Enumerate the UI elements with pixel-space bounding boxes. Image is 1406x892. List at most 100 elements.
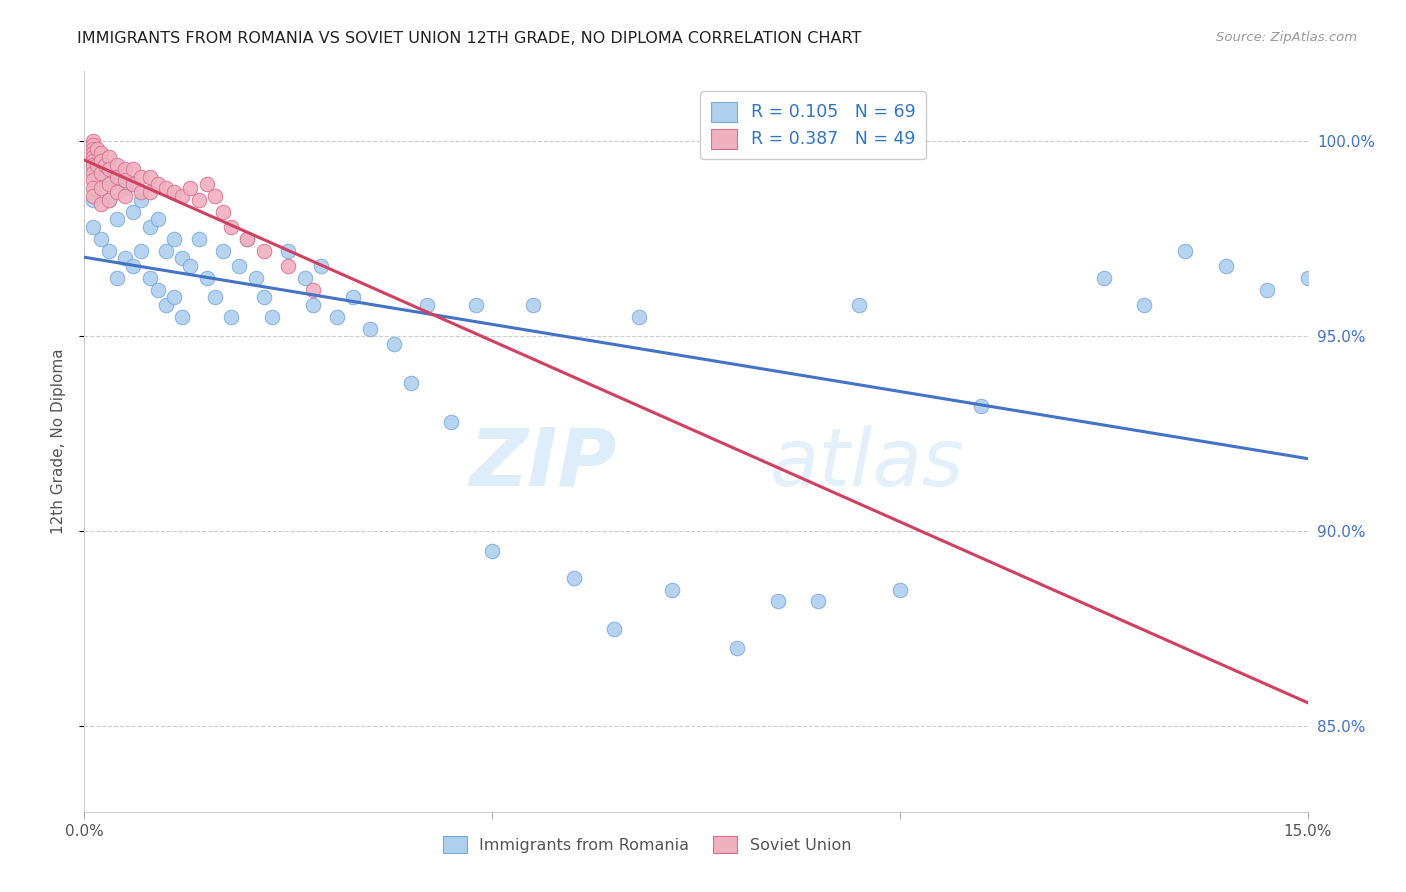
Point bbox=[1092, 271, 1115, 285]
Point bbox=[464, 298, 486, 312]
Point bbox=[807, 594, 830, 608]
Point bbox=[301, 298, 323, 312]
Point bbox=[97, 193, 120, 207]
Point bbox=[1133, 298, 1156, 312]
Text: Source: ZipAtlas.com: Source: ZipAtlas.com bbox=[1216, 31, 1357, 45]
Point bbox=[155, 244, 177, 258]
Point bbox=[236, 232, 259, 246]
Point bbox=[138, 271, 160, 285]
Point bbox=[97, 161, 120, 176]
Point bbox=[97, 193, 120, 207]
Point bbox=[90, 173, 112, 187]
Point bbox=[138, 220, 160, 235]
Point bbox=[416, 298, 439, 312]
Y-axis label: 12th Grade, No Diploma: 12th Grade, No Diploma bbox=[51, 349, 66, 534]
Point bbox=[603, 622, 626, 636]
Point bbox=[277, 259, 299, 273]
Point bbox=[138, 169, 160, 184]
Point bbox=[105, 169, 128, 184]
Point bbox=[82, 135, 104, 149]
Point bbox=[82, 193, 104, 207]
Point bbox=[146, 212, 169, 227]
Point bbox=[97, 178, 120, 192]
Point bbox=[1215, 259, 1237, 273]
Point bbox=[172, 252, 194, 266]
Point bbox=[179, 259, 201, 273]
Point bbox=[725, 641, 748, 656]
Point bbox=[82, 161, 104, 176]
Point bbox=[105, 212, 128, 227]
Point bbox=[138, 185, 160, 199]
Point bbox=[245, 271, 267, 285]
Point bbox=[86, 142, 108, 156]
Point bbox=[219, 310, 242, 324]
Point bbox=[93, 158, 115, 172]
Point bbox=[90, 166, 112, 180]
Point bbox=[131, 185, 153, 199]
Point bbox=[90, 153, 112, 168]
Point bbox=[219, 220, 242, 235]
Point bbox=[114, 161, 136, 176]
Point bbox=[1296, 271, 1319, 285]
Point bbox=[172, 189, 194, 203]
Point bbox=[82, 158, 104, 172]
Point bbox=[294, 271, 316, 285]
Point bbox=[90, 146, 112, 161]
Point bbox=[131, 193, 153, 207]
Point bbox=[114, 173, 136, 187]
Point bbox=[253, 290, 276, 304]
Point bbox=[82, 153, 104, 168]
Point bbox=[155, 298, 177, 312]
Text: IMMIGRANTS FROM ROMANIA VS SOVIET UNION 12TH GRADE, NO DIPLOMA CORRELATION CHART: IMMIGRANTS FROM ROMANIA VS SOVIET UNION … bbox=[77, 31, 862, 46]
Point bbox=[260, 310, 283, 324]
Point bbox=[105, 271, 128, 285]
Point bbox=[131, 169, 153, 184]
Point bbox=[359, 321, 381, 335]
Point bbox=[342, 290, 364, 304]
Point bbox=[146, 283, 169, 297]
Point bbox=[82, 138, 104, 153]
Point bbox=[204, 189, 226, 203]
Point bbox=[163, 290, 186, 304]
Point bbox=[163, 185, 186, 199]
Point bbox=[122, 259, 145, 273]
Point bbox=[277, 244, 299, 258]
Point bbox=[562, 571, 585, 585]
Point bbox=[97, 150, 120, 164]
Text: atlas: atlas bbox=[769, 425, 965, 503]
Point bbox=[86, 146, 108, 161]
Point bbox=[187, 232, 209, 246]
Point bbox=[105, 158, 128, 172]
Point bbox=[82, 173, 104, 187]
Point bbox=[82, 181, 104, 195]
Point bbox=[146, 178, 169, 192]
Point bbox=[212, 204, 235, 219]
Point bbox=[212, 244, 235, 258]
Point bbox=[122, 204, 145, 219]
Point bbox=[82, 150, 104, 164]
Point bbox=[889, 582, 911, 597]
Point bbox=[481, 543, 503, 558]
Point bbox=[195, 271, 218, 285]
Point bbox=[253, 244, 276, 258]
Point bbox=[1256, 283, 1278, 297]
Point bbox=[131, 244, 153, 258]
Point bbox=[114, 181, 136, 195]
Point bbox=[97, 244, 120, 258]
Point bbox=[93, 161, 115, 176]
Point bbox=[1174, 244, 1197, 258]
Point bbox=[82, 220, 104, 235]
Point bbox=[309, 259, 332, 273]
Point bbox=[522, 298, 544, 312]
Point bbox=[399, 376, 422, 390]
Point bbox=[204, 290, 226, 304]
Point bbox=[105, 185, 128, 199]
Point bbox=[440, 415, 463, 429]
Point bbox=[970, 400, 993, 414]
Point bbox=[382, 337, 405, 351]
Point bbox=[122, 161, 145, 176]
Point bbox=[86, 158, 108, 172]
Point bbox=[195, 178, 218, 192]
Point bbox=[155, 181, 177, 195]
Point bbox=[90, 181, 112, 195]
